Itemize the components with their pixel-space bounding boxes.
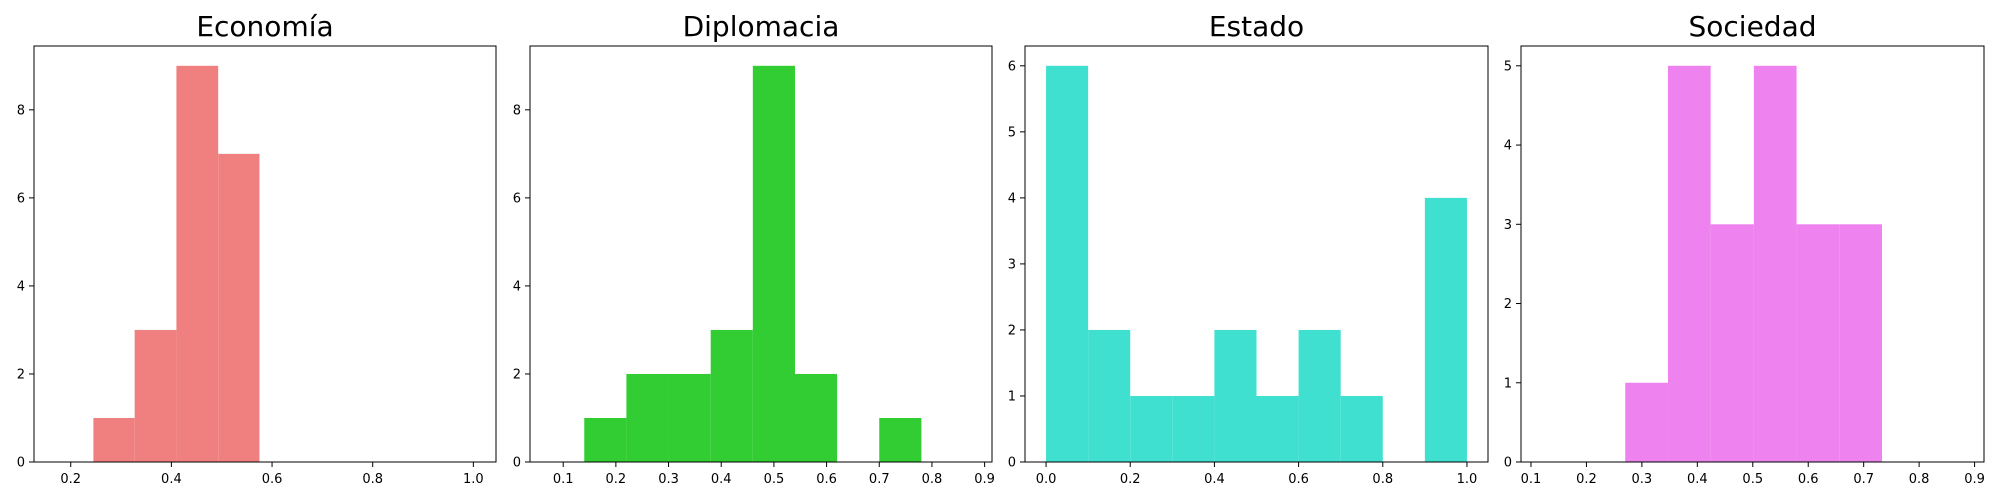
bar-estado-4	[1214, 329, 1257, 462]
y-tick-label: 1	[1504, 376, 1512, 391]
y-tick-label: 6	[17, 191, 25, 206]
bar-estado-2	[1130, 395, 1173, 462]
bar-diplomacia-1	[626, 373, 669, 462]
x-tick-label: 0.3	[658, 472, 679, 487]
y-tick-label: 4	[1008, 191, 1016, 206]
bar-economia-3	[218, 153, 260, 462]
bar-diplomacia-7	[879, 417, 922, 462]
bar-sociedad-0	[1625, 382, 1668, 462]
x-tick-label: 0.4	[1204, 472, 1225, 487]
bar-diplomacia-5	[794, 373, 838, 462]
y-tick-label: 0	[17, 456, 25, 471]
panel-diplomacia: 0.1 0.2 0.3 0.4 0.5 0.6 0.7 0.8 0.9 0 2 4 6 8 Diplomac…	[513, 10, 995, 487]
y-tick-label: 0	[513, 456, 521, 471]
bar-sociedad-2	[1710, 224, 1754, 462]
x-tick-label: 1.0	[1457, 472, 1478, 487]
y-tick-label: 4	[1504, 139, 1512, 154]
y-tick-label: 6	[1008, 59, 1016, 74]
bar-estado-1	[1088, 329, 1131, 462]
x-tick-label: 0.6	[816, 472, 837, 487]
bar-diplomacia-2	[668, 373, 711, 462]
y-tick-label: 4	[17, 279, 25, 294]
x-tick-label: 0.2	[606, 472, 627, 487]
bar-sociedad-1	[1667, 65, 1711, 463]
bar-economia-0	[93, 417, 135, 462]
x-tick-label: 0.9	[974, 472, 995, 487]
chart-title-economia: Economía	[196, 10, 333, 43]
chart-title-estado: Estado	[1209, 10, 1304, 43]
x-tick-label: 0.4	[1687, 472, 1708, 487]
x-tick-label: 0.6	[262, 472, 283, 487]
bar-estado-9	[1424, 197, 1467, 462]
x-tick-label: 0.8	[1909, 472, 1930, 487]
y-tick-label: 0	[1504, 456, 1512, 471]
x-tick-label: 0.4	[161, 472, 182, 487]
bar-estado-7	[1340, 395, 1383, 462]
bar-sociedad-3	[1753, 65, 1797, 463]
axes-frame	[529, 45, 993, 463]
bar-diplomacia-0	[584, 417, 627, 462]
y-tick-label: 8	[17, 103, 25, 118]
y-tick-label: 1	[1008, 389, 1016, 404]
x-tick-label: 0.8	[362, 472, 383, 487]
bar-economia-2	[176, 65, 219, 463]
bar-estado-6	[1298, 329, 1341, 462]
x-tick-label: 0.7	[1853, 472, 1874, 487]
bar-economia-1	[134, 329, 177, 462]
x-tick-label: 0.6	[1288, 472, 1309, 487]
axes-frame	[33, 45, 497, 463]
x-tick-label: 0.3	[1632, 472, 1653, 487]
x-tick-label: 0.5	[764, 472, 785, 487]
bar-diplomacia-3	[710, 329, 753, 462]
panel-economia: 0.2 0.4 0.6 0.8 1.0 0 2 4 6 8 Economía	[17, 10, 497, 487]
x-tick-label: 0.1	[553, 472, 574, 487]
y-tick-label: 5	[1504, 59, 1512, 74]
x-tick-label: 0.5	[1742, 472, 1763, 487]
x-tick-label: 0.2	[1576, 472, 1597, 487]
x-tick-label: 0.8	[922, 472, 943, 487]
axes-frame	[1024, 45, 1489, 463]
bar-sociedad-4	[1796, 224, 1840, 462]
y-tick-label: 0	[1008, 456, 1016, 471]
x-tick-label: 0.0	[1036, 472, 1057, 487]
bar-diplomacia-4	[752, 65, 795, 463]
x-tick-label: 0.2	[60, 472, 81, 487]
x-tick-label: 0.1	[1521, 472, 1542, 487]
chart-title-diplomacia: Diplomacia	[683, 10, 840, 43]
y-tick-label: 3	[1504, 218, 1512, 233]
panel-estado: 0.0 0.2 0.4 0.6 0.8 1.0 0 1 2 3 4 5 6 Estado	[1008, 10, 1489, 487]
y-tick-label: 2	[17, 367, 25, 382]
y-tick-label: 2	[1504, 297, 1512, 312]
x-tick-label: 0.2	[1120, 472, 1141, 487]
panel-sociedad: 0.1 0.2 0.3 0.4 0.5 0.6 0.7 0.8 0.9 0 1 2 3 4 5 Socieda…	[1504, 10, 1985, 487]
x-tick-label: 0.9	[1964, 472, 1985, 487]
x-tick-label: 0.6	[1798, 472, 1819, 487]
bar-estado-5	[1256, 395, 1299, 462]
x-tick-label: 0.7	[869, 472, 890, 487]
bar-estado-0	[1046, 65, 1089, 463]
bar-sociedad-5	[1839, 224, 1882, 462]
chart-title-sociedad: Sociedad	[1688, 10, 1816, 43]
y-tick-label: 3	[1008, 257, 1016, 272]
x-tick-label: 0.8	[1372, 472, 1393, 487]
y-tick-label: 6	[513, 191, 521, 206]
y-tick-label: 8	[513, 103, 521, 118]
bar-estado-3	[1172, 395, 1215, 462]
y-tick-label: 2	[1008, 323, 1016, 338]
x-tick-label: 0.4	[711, 472, 732, 487]
y-tick-label: 5	[1008, 125, 1016, 140]
x-tick-label: 1.0	[463, 472, 484, 487]
y-tick-label: 2	[513, 367, 521, 382]
y-tick-label: 4	[513, 279, 521, 294]
